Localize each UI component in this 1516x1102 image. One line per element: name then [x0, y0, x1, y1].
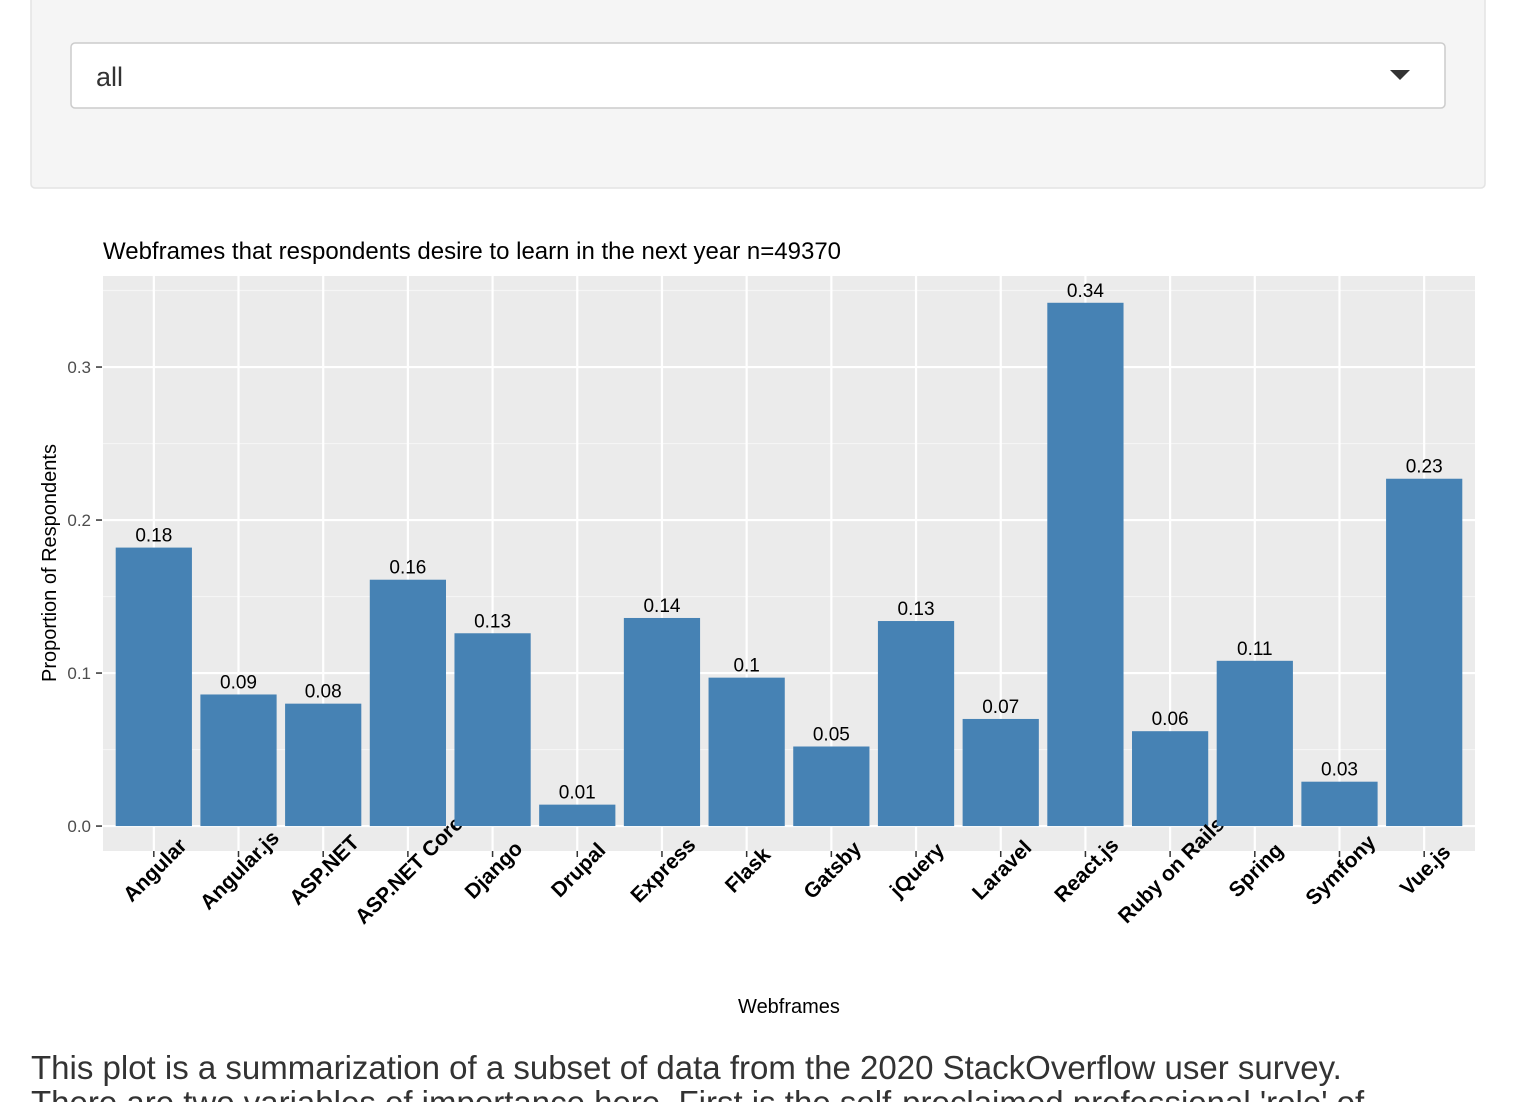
x-axis-title: Webframes [738, 996, 840, 1018]
value-label: 0.1 [733, 656, 759, 677]
value-label: 0.18 [135, 526, 172, 547]
y-tick-label: 0.0 [67, 817, 91, 836]
bar [285, 703, 362, 827]
bar [454, 633, 531, 827]
value-label: 0.16 [389, 558, 426, 579]
bar [877, 621, 955, 827]
value-label: 0.23 [1406, 457, 1443, 478]
value-label: 0.14 [643, 596, 680, 617]
bar [1047, 302, 1124, 827]
y-tick-label: 0.2 [67, 511, 91, 530]
y-tick-label: 0.1 [67, 664, 91, 683]
panel-title: Select a role [71, 0, 282, 5]
value-label: 0.07 [982, 697, 1019, 718]
bar [793, 746, 870, 827]
bar [369, 579, 446, 827]
x-tick-label: Flask [721, 843, 775, 897]
bar [1132, 731, 1209, 827]
value-label: 0.11 [1237, 639, 1273, 660]
role-select[interactable] [70, 42, 1446, 109]
bar [539, 804, 616, 827]
value-label: 0.01 [559, 783, 596, 804]
value-label: 0.34 [1067, 281, 1104, 302]
bar [623, 617, 701, 827]
y-tick-label: 0.3 [67, 358, 91, 377]
value-label: 0.13 [898, 599, 935, 620]
bar [1216, 660, 1293, 827]
description-line: There are two variables of importance he… [31, 1084, 1365, 1102]
value-label: 0.13 [474, 611, 511, 632]
select-caret [1390, 70, 1410, 80]
value-label: 0.03 [1321, 760, 1358, 781]
bar [200, 694, 277, 827]
value-label: 0.06 [1152, 709, 1189, 730]
bar [1301, 781, 1378, 827]
value-label: 0.08 [305, 682, 342, 703]
bar [962, 718, 1039, 827]
value-label: 0.05 [813, 724, 850, 745]
description-line: This plot is a summarization of a subset… [31, 1049, 1342, 1086]
select-value: all [96, 62, 123, 92]
bar [708, 677, 785, 827]
y-axis-title: Proportion of Respondents [39, 444, 61, 682]
value-label: 0.09 [220, 672, 257, 693]
bar [1386, 478, 1463, 827]
chart-title: Webframes that respondents desire to lea… [103, 238, 841, 265]
bar [115, 547, 192, 827]
